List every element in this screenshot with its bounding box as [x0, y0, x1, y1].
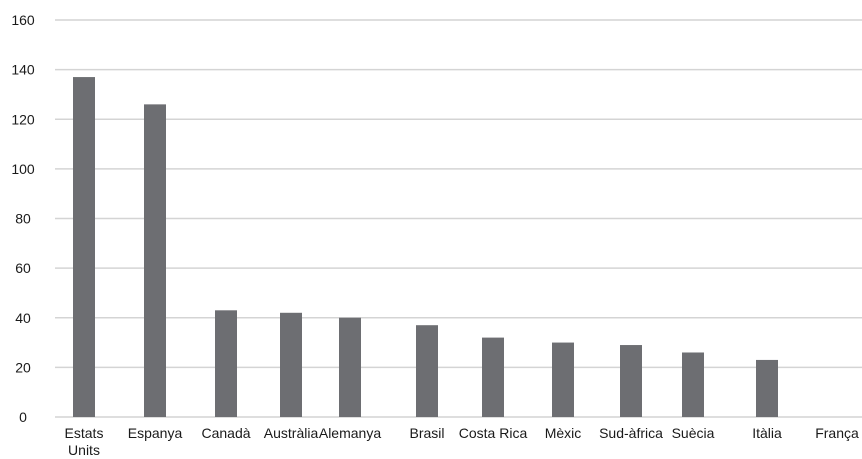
- x-category-label: Mèxic: [545, 425, 582, 441]
- x-category-label: Brasil: [409, 425, 444, 441]
- gridlines: [55, 19, 862, 418]
- y-tick-label: 80: [15, 211, 31, 227]
- x-axis-category-labels: Estats Units Espanya Canadà Austràlia Alemany…: [65, 425, 859, 458]
- x-category-label: Espanya: [128, 425, 183, 441]
- x-category-label: Austràlia: [264, 425, 319, 441]
- x-category-label: França: [815, 425, 859, 441]
- bar-estats-units: [73, 77, 95, 417]
- bar-costa-rica: [482, 337, 504, 417]
- y-tick-label: 60: [15, 260, 31, 276]
- x-category-label: Itàlia: [752, 425, 782, 441]
- x-category-label: Suècia: [672, 425, 715, 441]
- y-axis-tick-labels: 0 20 40 60 80 100 120 140 160: [11, 12, 35, 425]
- bar-it-lia: [756, 359, 778, 417]
- y-tick-label: 20: [15, 359, 31, 375]
- bar-alemanya: [339, 317, 361, 417]
- x-category-label: Sud-àfrica: [599, 425, 663, 441]
- x-category-label: Canadà: [201, 425, 250, 441]
- y-tick-label: 160: [11, 12, 35, 28]
- bar-brasil: [416, 325, 438, 417]
- y-tick-label: 0: [19, 409, 27, 425]
- bar-austr-lia: [280, 312, 302, 417]
- y-tick-label: 140: [11, 62, 35, 78]
- bar-sud-frica: [620, 345, 642, 417]
- y-tick-label: 100: [11, 161, 35, 177]
- x-category-label: Alemanya: [319, 425, 381, 441]
- bar-canad-: [215, 310, 237, 417]
- x-category-label: Costa Rica: [459, 425, 528, 441]
- x-category-label: Estats Units: [65, 425, 104, 458]
- y-tick-label: 40: [15, 310, 31, 326]
- bar-su-cia: [682, 352, 704, 417]
- bar-m-xic: [552, 342, 574, 417]
- bar-espanya: [144, 104, 166, 418]
- bars: [73, 77, 778, 418]
- y-tick-label: 120: [11, 111, 35, 127]
